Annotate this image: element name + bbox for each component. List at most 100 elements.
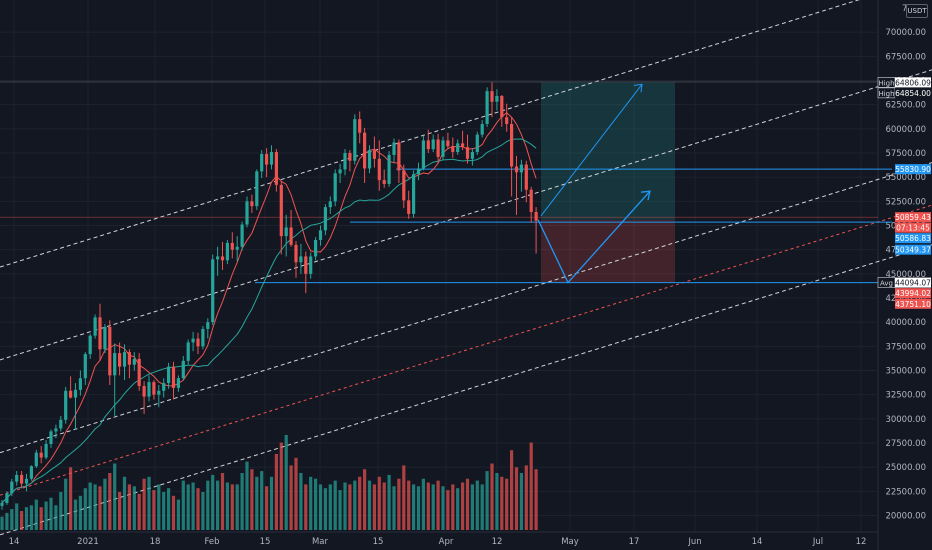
volume-bar	[333, 480, 337, 530]
candle-body	[265, 153, 269, 165]
price-label-value: 44094.07	[895, 279, 931, 288]
volume-bar	[416, 486, 421, 530]
x-tick-label: 12	[492, 537, 503, 547]
candle-body	[15, 474, 19, 482]
volume-bar	[304, 484, 308, 530]
candle-body	[372, 150, 376, 159]
volume-bar	[363, 469, 367, 530]
candle-body	[64, 390, 68, 420]
volume-bar	[54, 505, 58, 530]
candle-body	[289, 227, 293, 245]
candle-body	[343, 153, 347, 170]
price-label-box	[895, 212, 931, 223]
currency-unit-badge[interactable]: USDT	[906, 4, 928, 18]
candle-body	[304, 256, 308, 274]
volume-bar	[274, 454, 278, 530]
candle-body	[348, 153, 352, 161]
y-tick-label: 22500.00	[885, 487, 926, 497]
volume-bar	[245, 461, 249, 530]
price-label-value: 64806.09	[895, 78, 931, 87]
candle-body	[206, 322, 210, 329]
price-label-box	[895, 164, 931, 175]
volume-bar	[500, 476, 504, 530]
candle-body	[314, 240, 318, 257]
volume-bar	[377, 476, 381, 530]
volume-bar	[451, 484, 455, 530]
price-label-box	[895, 233, 931, 244]
volume-bar	[412, 484, 416, 530]
volume-bar	[402, 465, 406, 530]
candle-body	[387, 154, 391, 184]
volume-bar	[397, 478, 401, 530]
candle-body	[157, 390, 161, 395]
candle-body	[416, 168, 421, 175]
volume-bar	[93, 484, 97, 530]
candle-body	[216, 256, 220, 260]
moving-average-7	[1, 112, 537, 504]
volume-bar	[196, 488, 200, 530]
volume-bar	[382, 482, 386, 530]
candle-body	[5, 493, 9, 503]
volume-bar	[470, 484, 474, 530]
candle-body	[29, 466, 33, 479]
volume-bar	[436, 480, 440, 530]
candle-body	[220, 256, 225, 261]
candle-body	[407, 200, 411, 214]
candle-body	[211, 259, 215, 323]
candle-body	[39, 452, 43, 458]
volume-bar	[318, 484, 323, 530]
price-label-box	[895, 87, 931, 98]
volume-bar	[265, 486, 269, 530]
y-tick-label: 45000.00	[885, 270, 926, 280]
candle-body	[260, 153, 264, 172]
candle-body	[446, 140, 450, 147]
volume-bar	[490, 463, 494, 530]
candle-body	[191, 338, 195, 343]
candle-body	[279, 184, 283, 237]
volume-bar	[83, 488, 87, 530]
y-tick-label: 62500.00	[885, 101, 926, 111]
volume-bar	[348, 484, 352, 530]
price-label-box	[895, 298, 931, 309]
candle-body	[201, 328, 205, 347]
candle-body	[529, 189, 533, 212]
candle-body	[98, 317, 102, 350]
candle-body	[534, 211, 538, 221]
y-tick-label: 55000.00	[885, 173, 926, 183]
y-tick-label: 57500.00	[885, 149, 926, 159]
volume-bar	[73, 499, 78, 530]
volume-bar	[529, 442, 533, 530]
candle-body	[186, 342, 190, 361]
channel-line-upper	[0, 69, 932, 361]
y-tick-label-partial: 7	[902, 4, 907, 14]
candle-body	[162, 383, 166, 391]
price-label-box	[895, 288, 931, 299]
candle-body	[103, 327, 107, 350]
volume-bar	[201, 492, 205, 530]
volume-bar	[387, 474, 391, 530]
volume-bar	[147, 476, 151, 530]
price-label: 43994.02	[895, 288, 931, 299]
volume-bar	[309, 476, 313, 530]
volume-bar	[431, 484, 435, 530]
candle-body	[69, 390, 73, 398]
price-label: 07:13:45	[895, 222, 931, 233]
volume-bar	[524, 465, 528, 530]
price-label-value: 43994.02	[895, 289, 931, 298]
x-tick-label: Jun	[687, 537, 701, 547]
price-label-value: 50586.83	[895, 234, 931, 243]
candle-body	[392, 142, 396, 155]
volume-bar	[446, 490, 450, 530]
candle-body	[431, 139, 435, 150]
x-tick-label: 15	[373, 537, 384, 547]
candle-body	[402, 170, 406, 201]
candle-body	[328, 201, 332, 208]
y-tick-label: 25000.00	[885, 463, 926, 473]
price-label: Avg 44094.07	[877, 277, 931, 288]
volume-bar	[34, 499, 38, 530]
volume-bar	[240, 473, 244, 530]
volume-bar	[314, 478, 318, 530]
candle-body	[250, 201, 254, 207]
price-label: 50349.37	[895, 244, 931, 255]
